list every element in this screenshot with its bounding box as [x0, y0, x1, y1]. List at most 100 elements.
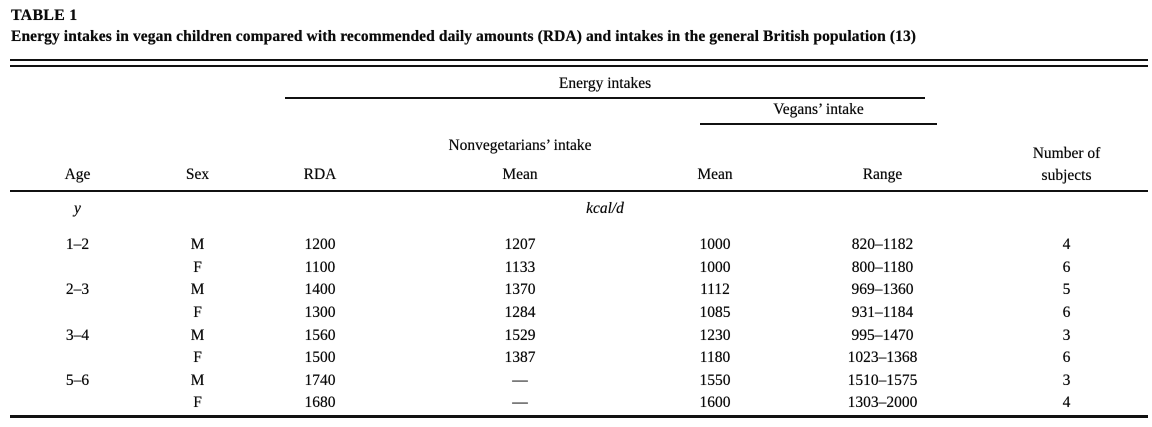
- unit-spacer: [985, 191, 1148, 226]
- header-row-energy: Energy intakes: [10, 67, 1148, 99]
- cell-age: 5–6: [65, 371, 90, 389]
- cell-rda: 1560: [304, 326, 336, 344]
- cell-range: 1303–2000: [780, 392, 986, 418]
- cell-range: 931–1184: [851, 304, 914, 322]
- table-caption: Energy intakes in vegan children compare…: [11, 28, 917, 45]
- cell-sex: M: [190, 236, 205, 254]
- header-sex: Sex: [145, 160, 250, 192]
- header-number-of-subjects: Number of subjects: [985, 99, 1149, 192]
- cell-n: 6: [1062, 258, 1071, 276]
- top-double-rule: [10, 59, 1148, 67]
- cell-sex: M: [190, 326, 205, 344]
- cell-age: [10, 302, 145, 325]
- cell-sex: M: [190, 281, 205, 299]
- header-nonveg-mean: Mean: [390, 160, 650, 192]
- table-row: F 1500 1387 1180 1023–1368 6: [10, 347, 1148, 370]
- cell-nonveg_mean: 1387: [504, 349, 536, 367]
- cell-vegan_mean: 1112: [700, 281, 730, 299]
- cell-n: 4: [1062, 236, 1071, 254]
- table-row: 1–2 M 1200 1207 1000 820–1182 4: [10, 234, 1148, 257]
- header-spacer: [10, 99, 145, 160]
- energy-intake-table: Energy intakes Nonvegetarians’ intake Ve…: [10, 67, 1149, 418]
- cell-range: 1023–1368: [847, 349, 918, 367]
- cell-vegan_mean: 1085: [699, 304, 731, 322]
- header-nonveg-intake: Nonvegetarians’ intake: [448, 137, 592, 154]
- table-body: y kcal/d 1–2 M 1200 1207 1000 820–1182 4 F 1100 1…: [10, 191, 1149, 418]
- table-row: F 1100 1133 1000 800–1180 6: [10, 257, 1148, 280]
- cell-rda: 1500: [304, 349, 336, 367]
- cell-nonveg_mean: —: [390, 392, 650, 418]
- header-age: Age: [10, 160, 145, 192]
- header-rda: RDA: [250, 160, 390, 192]
- cell-n: 3: [1062, 371, 1071, 389]
- cell-sex: F: [193, 258, 202, 276]
- cell-range: 995–1470: [851, 326, 914, 344]
- cell-rda: 1300: [304, 304, 336, 322]
- energy-unit-cell: kcal/d: [250, 191, 985, 226]
- cell-rda: 1680: [250, 392, 390, 418]
- cell-age: [10, 257, 145, 280]
- cell-age: 3–4: [65, 326, 90, 344]
- spacer-cell: [10, 226, 1148, 234]
- header-spacer: [985, 67, 1148, 99]
- header-spacer: [10, 67, 250, 99]
- table-label: TABLE 1: [11, 7, 78, 24]
- unit-spacer: [145, 191, 250, 226]
- cell-vegan_mean: 1000: [699, 236, 731, 254]
- cell-n: 3: [1062, 326, 1071, 344]
- header-energy-intakes: Energy intakes: [250, 67, 985, 99]
- cell-age: 1–2: [65, 236, 90, 254]
- energy-intakes-label: Energy intakes: [285, 73, 926, 99]
- header-vegans-intake: Vegans’ intake: [650, 99, 985, 160]
- header-vegan-range: Range: [780, 160, 986, 192]
- age-unit: y: [74, 200, 81, 217]
- cell-range: 800–1180: [851, 258, 914, 276]
- cell-vegan_mean: 1000: [699, 258, 731, 276]
- cell-sex: F: [145, 392, 250, 418]
- cell-rda: 1740: [304, 371, 336, 389]
- cell-age: [10, 392, 145, 418]
- energy-unit: kcal/d: [586, 200, 624, 217]
- cell-vegan_mean: 1180: [699, 349, 731, 367]
- cell-vegan_mean: 1600: [650, 392, 780, 418]
- cell-n: 5: [1062, 281, 1071, 299]
- cell-rda: 1400: [304, 281, 336, 299]
- header-row-groups: Nonvegetarians’ intake Vegans’ intake Nu…: [10, 99, 1149, 192]
- table-row: F 1680—1600 1303–2000 4: [10, 392, 1149, 418]
- cell-nonveg_mean: 1207: [504, 236, 536, 254]
- cell-sex: F: [193, 349, 202, 367]
- cell-n: 6: [1062, 304, 1071, 322]
- table-row: 3–4 M 1560 1529 1230 995–1470 3: [10, 324, 1148, 347]
- cell-nonveg_mean: 1529: [504, 326, 536, 344]
- cell-vegan_mean: 1550: [699, 371, 731, 389]
- cell-range: 1510–1575: [847, 371, 918, 389]
- cell-range: 969–1360: [851, 281, 914, 299]
- subjects-label-line1: Number of: [1032, 145, 1101, 162]
- units-row: y kcal/d: [10, 191, 1148, 226]
- table-header: Energy intakes Nonvegetarians’ intake Ve…: [10, 67, 1149, 192]
- cell-nonveg_mean: 1133: [504, 258, 536, 276]
- cell-rda: 1100: [304, 258, 336, 276]
- header-spacer: [145, 99, 250, 160]
- cell-nonveg_mean: —: [512, 371, 528, 389]
- cell-vegan_mean: 1230: [699, 326, 731, 344]
- cell-n: 6: [1062, 349, 1071, 367]
- vegans-intake-label: Vegans’ intake: [700, 99, 938, 125]
- cell-age: 2–3: [65, 281, 90, 299]
- cell-n: 4: [985, 392, 1149, 418]
- cell-sex: F: [193, 304, 202, 322]
- cell-nonveg_mean: 1284: [504, 304, 536, 322]
- cell-sex: M: [190, 371, 205, 389]
- header-row-columns: Age Sex RDA Mean Mean Range: [10, 160, 1148, 192]
- cell-range: 820–1182: [851, 236, 914, 254]
- table-row: F 1300 1284 1085 931–1184 6: [10, 302, 1148, 325]
- cell-rda: 1200: [304, 236, 336, 254]
- subjects-label-line2: subjects: [1041, 167, 1092, 184]
- table-row: 5–6 M 1740 — 1550 1510–1575 3: [10, 370, 1148, 393]
- table-row: 2–3 M 1400 1370 1112 969–1360 5: [10, 279, 1148, 302]
- spacer-row: [10, 226, 1148, 234]
- cell-nonveg_mean: 1370: [504, 281, 536, 299]
- cell-age: [10, 347, 145, 370]
- header-spacer: [250, 99, 390, 160]
